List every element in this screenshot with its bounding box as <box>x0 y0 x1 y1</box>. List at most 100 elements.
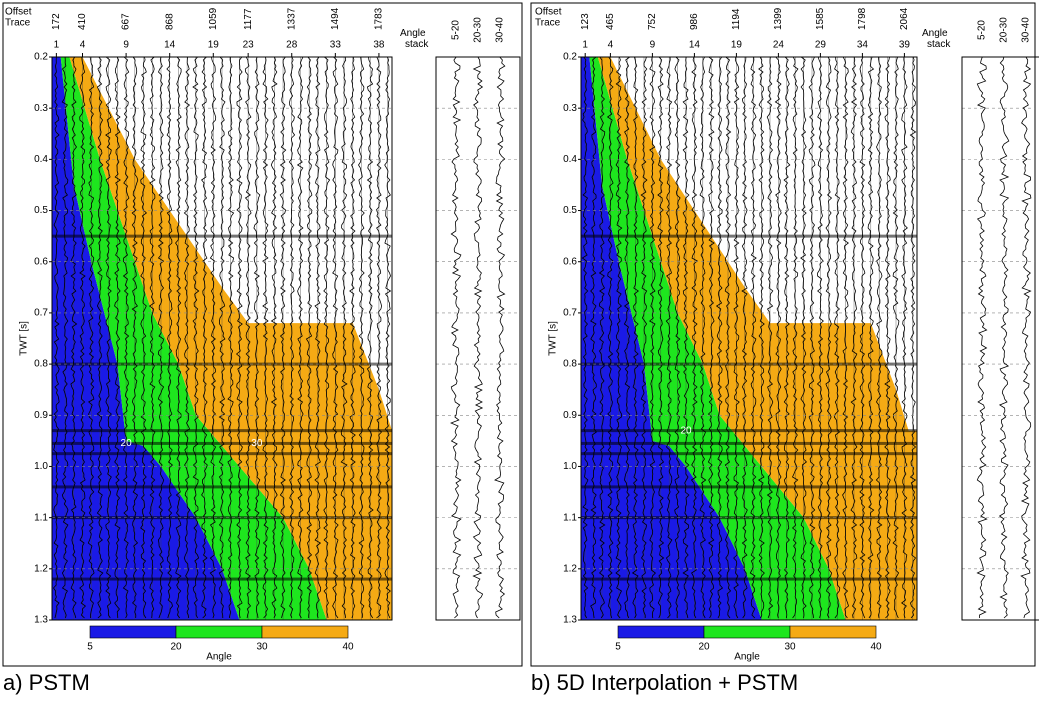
angle-zone <box>581 57 762 620</box>
offset-tick-label: 1177 <box>243 8 254 30</box>
offset-tick-label: 986 <box>689 13 700 30</box>
colorbar-label: Angle <box>734 652 760 663</box>
offset-tick-label: 667 <box>121 13 132 30</box>
y-tick-label: 0.8 <box>34 359 48 370</box>
y-tick-label: 0.6 <box>34 256 48 267</box>
y-tick-label: 1.2 <box>563 563 577 574</box>
offset-label: Offset <box>535 7 562 18</box>
wiggle <box>783 57 791 619</box>
wiggle <box>892 57 900 619</box>
trace-label: Trace <box>5 18 31 29</box>
wiggle <box>235 57 243 619</box>
offset-tick-label: 752 <box>647 13 658 30</box>
wiggle <box>79 57 87 619</box>
wiggle <box>87 57 95 619</box>
wiggle <box>640 57 648 618</box>
reflector <box>581 429 917 433</box>
wiggle <box>875 57 883 619</box>
wiggle <box>816 57 824 619</box>
wiggle <box>850 57 858 619</box>
wiggle <box>148 57 156 619</box>
offset-tick-label: 1798 <box>857 7 868 30</box>
y-tick-label: 0.3 <box>34 103 48 114</box>
colorbar-tick-label: 5 <box>615 642 621 653</box>
wiggle <box>909 57 917 619</box>
wiggle <box>305 57 313 618</box>
plot-area <box>52 57 392 620</box>
reflector <box>52 452 392 456</box>
wiggle <box>183 57 191 619</box>
y-tick-label: 1.3 <box>34 615 48 626</box>
trace-tick-label: 38 <box>373 40 385 51</box>
wiggle <box>140 57 148 619</box>
trace-tick-label: 33 <box>330 40 342 51</box>
colorbar-segment <box>89 625 177 639</box>
wiggle <box>157 57 165 619</box>
colorbar-tick-label: 30 <box>256 642 268 653</box>
colorbar-label: Angle <box>206 652 232 663</box>
wiggle <box>774 57 782 619</box>
plot-frame <box>51 56 393 621</box>
panel-frame <box>2 2 523 667</box>
wiggle <box>175 57 182 619</box>
wiggle <box>52 57 60 619</box>
y-tick-label: 0.8 <box>563 359 577 370</box>
trace-tick-label: 19 <box>731 40 743 51</box>
stack-title: Angle stack <box>922 28 951 50</box>
stack-label: 20-30 <box>473 17 484 43</box>
wiggle <box>332 57 339 619</box>
stack-wiggle <box>450 56 462 619</box>
colorbar-tick-label: 40 <box>342 642 354 653</box>
trace-tick-label: 9 <box>123 40 129 51</box>
colorbar-segment <box>261 625 349 639</box>
trace-tick-label: 1 <box>54 40 60 51</box>
y-tick-label: 1.1 <box>34 512 48 523</box>
wiggle <box>615 57 623 619</box>
trace-tick-label: 9 <box>650 40 656 51</box>
stack-title-word: Angle <box>922 28 948 39</box>
wiggle <box>884 57 891 619</box>
trace-tick-label: 4 <box>80 40 86 51</box>
offset-tick-label: 1399 <box>773 7 784 30</box>
offset-tick-label: 172 <box>51 13 62 30</box>
reflector <box>581 577 917 581</box>
stack-wiggle <box>1020 56 1032 619</box>
wiggle <box>749 57 757 619</box>
wiggle <box>192 57 200 619</box>
contour-label: 20 <box>121 438 133 449</box>
wiggle <box>166 57 174 619</box>
wiggle <box>766 57 774 619</box>
wiggle <box>314 57 322 619</box>
y-tick-label: 0.9 <box>34 410 48 421</box>
wiggle <box>114 57 121 619</box>
wiggle <box>279 57 287 619</box>
contour-label: 30 <box>251 438 263 449</box>
offset-tick-label: 2064 <box>899 7 910 30</box>
offset-tick-label: 1585 <box>815 7 826 30</box>
wiggle <box>349 57 356 619</box>
wiggle <box>323 57 331 619</box>
wiggle <box>901 57 908 619</box>
y-tick-label: 0.4 <box>34 154 48 165</box>
wiggle <box>270 57 278 619</box>
stack-title-word: Angle <box>400 28 426 39</box>
reflector <box>581 234 917 238</box>
wiggle <box>598 57 606 619</box>
y-tick-label: 1.3 <box>563 615 577 626</box>
wiggle <box>682 57 690 619</box>
trace-tick-label: 14 <box>689 40 701 51</box>
reflector <box>52 577 392 581</box>
wiggle <box>340 57 348 619</box>
stack-label: 5-20 <box>977 20 988 40</box>
reflector <box>52 441 392 445</box>
wiggle <box>375 57 383 619</box>
wiggle <box>657 57 665 619</box>
wiggle <box>606 57 614 619</box>
wiggle <box>842 57 849 619</box>
wiggle <box>253 57 261 619</box>
colorbar-segment <box>617 625 705 639</box>
wiggle <box>733 57 740 619</box>
angle-zone <box>52 57 240 620</box>
trace-tick-label: 39 <box>899 40 911 51</box>
wiggle <box>833 57 841 619</box>
